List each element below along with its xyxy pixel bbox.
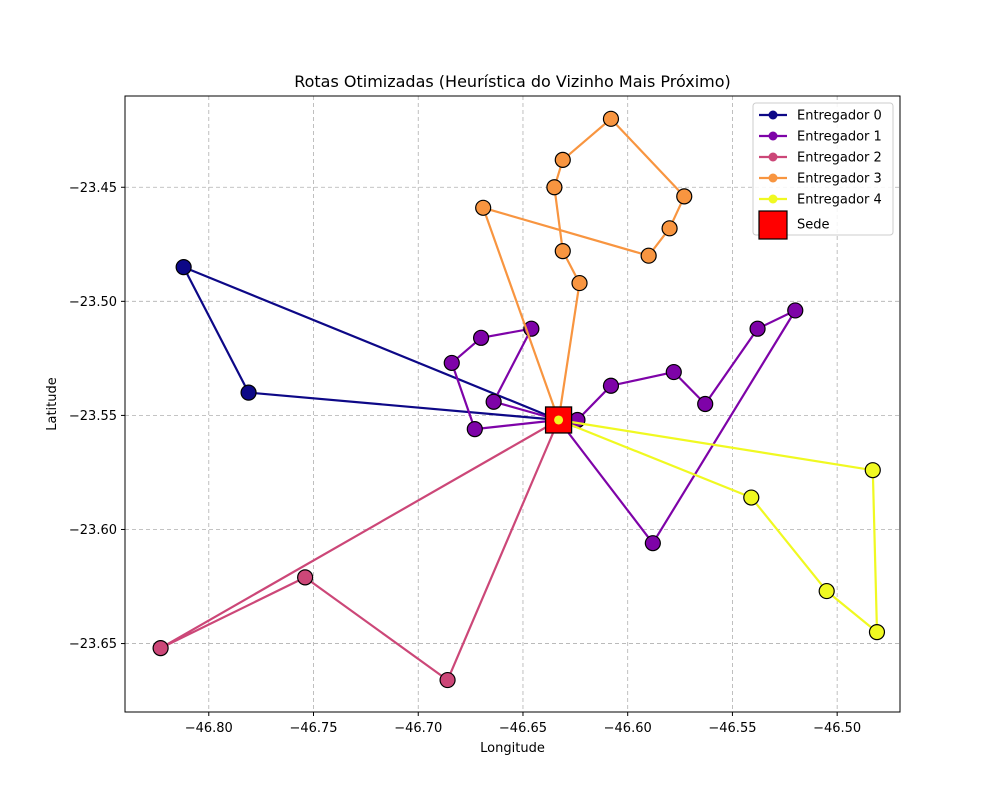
legend-entry-label: Entregador 3	[797, 172, 882, 187]
route-line	[182, 266, 560, 422]
legend-marker-swatch	[768, 152, 778, 162]
legend-entry-label: Entregador 1	[797, 130, 882, 145]
legend: Entregador 0 Entregador 1 Entregador 2 Entr…	[752, 102, 894, 240]
x-tick-label: −46.75	[289, 721, 337, 736]
axis-ticks: −46.80 −46.75 −46.70 −46.65 −46.60 −46.55 −46.…	[69, 181, 861, 736]
delivery-point	[554, 243, 571, 260]
legend-marker-swatch	[768, 131, 778, 141]
delivery-point	[472, 329, 490, 346]
delivery-point	[485, 393, 502, 410]
x-tick-label: −46.70	[394, 721, 442, 736]
x-tick-label: −46.60	[604, 721, 652, 736]
delivery-point	[749, 320, 766, 337]
delivery-point	[439, 671, 456, 689]
y-tick-label: −23.55	[69, 409, 117, 424]
x-tick-label: −46.65	[499, 721, 547, 736]
delivery-point	[640, 247, 657, 264]
x-axis-label: Longitude	[480, 741, 545, 756]
legend-marker-swatch	[768, 173, 778, 183]
delivery-point	[868, 624, 886, 641]
delivery-point	[665, 363, 682, 381]
y-tick-label: −23.60	[69, 523, 117, 538]
y-tick-label: −23.45	[69, 181, 117, 196]
delivery-point	[175, 259, 192, 276]
delivery-point	[697, 395, 714, 413]
delivery-point	[743, 489, 760, 506]
legend-entry-label: Entregador 2	[797, 151, 882, 166]
depot-layer	[544, 406, 573, 434]
delivery-point	[676, 188, 693, 205]
legend-marker-swatch	[768, 110, 778, 120]
plot-area-frame	[124, 95, 901, 713]
delivery-point	[240, 384, 257, 401]
chart-title: Rotas Otimizadas (Heurística do Vizinho …	[294, 72, 731, 91]
delivery-point	[818, 582, 835, 600]
y-tick-label: −23.50	[69, 295, 117, 310]
y-axis-label: Latitude	[45, 377, 60, 431]
legend-box	[752, 102, 894, 236]
delivery-point	[602, 377, 620, 394]
delivery-point	[466, 420, 483, 438]
delivery-point	[571, 274, 588, 292]
legend-entry-label: Entregador 0	[797, 109, 882, 124]
delivery-point	[787, 302, 804, 319]
x-tick-label: −46.80	[185, 721, 233, 736]
legend-entry-label: Entregador 4	[797, 193, 882, 208]
legend-entry-label: Sede	[797, 218, 830, 233]
x-tick-label: −46.55	[708, 721, 756, 736]
delivery-point	[475, 199, 492, 216]
delivery-point	[554, 151, 571, 168]
delivery-point	[661, 220, 678, 237]
route-line	[558, 418, 879, 634]
delivery-point	[443, 354, 460, 372]
legend-marker-swatch	[768, 194, 778, 204]
delivery-point	[152, 640, 169, 657]
y-tick-label: −23.65	[69, 637, 117, 652]
delivery-point	[297, 569, 314, 586]
x-tick-label: −46.50	[813, 721, 861, 736]
legend-depot-swatch	[758, 210, 788, 240]
delivery-point	[602, 110, 620, 127]
delivery-point	[644, 535, 661, 552]
delivery-point	[864, 462, 881, 479]
depot-route-start-point	[554, 415, 564, 425]
delivery-point	[546, 179, 563, 196]
